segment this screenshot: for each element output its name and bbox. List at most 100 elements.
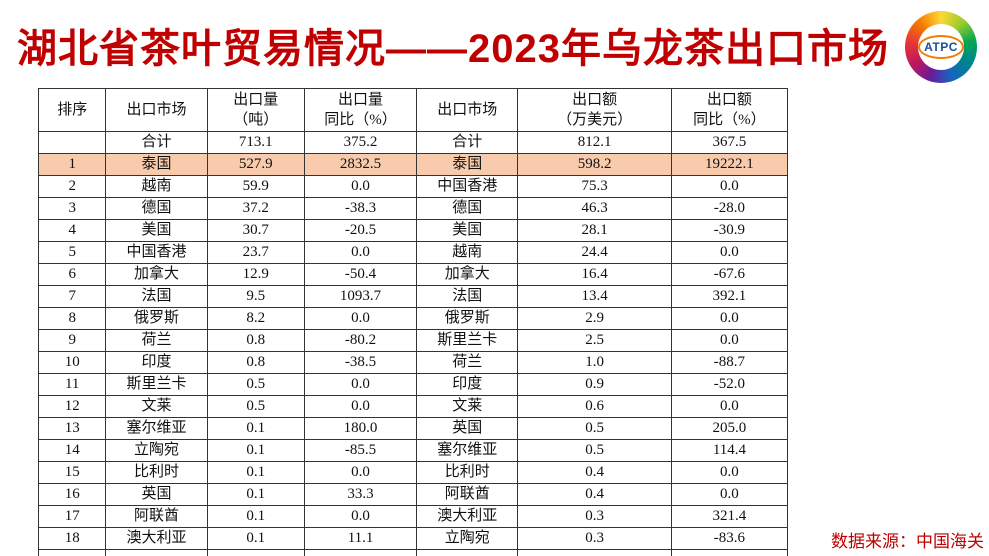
market-volume-cell: 立陶宛: [105, 439, 208, 462]
market-volume-cell: 印度: [105, 351, 208, 374]
market-volume-cell: 阿联酋: [105, 505, 208, 528]
table-row: 13 塞尔维亚 0.1 180.0 英国 0.5 205.0: [37, 417, 789, 440]
rank-cell: 3: [37, 197, 107, 220]
market-volume-cell: 泰国: [105, 153, 208, 176]
market-volume-cell: 德国: [105, 197, 208, 220]
table-row: 7 法国 9.5 1093.7 法国 13.4 392.1: [37, 285, 789, 308]
market-value-cell: 澳大利亚: [416, 505, 519, 528]
table-row: 3 德国 37.2 -38.3 德国 46.3 -28.0: [37, 197, 789, 220]
value-yoy-cell: 392.1: [670, 285, 789, 308]
volume-tons-cell: 0.1: [206, 417, 305, 440]
volume-tons-cell: 0.8: [206, 351, 305, 374]
volume-tons-cell: 37.2: [206, 197, 305, 220]
rank-cell: 14: [37, 439, 107, 462]
volume-tons-cell: 59.9: [206, 175, 305, 198]
header-row: 排序 出口市场 出口量 （吨） 出口量 同比（%） 出口市场 出口额 （万美元）…: [37, 88, 789, 132]
volume-yoy-cell: 33.3: [303, 483, 418, 506]
value-yoy-cell: -67.6: [670, 263, 789, 286]
header-market-volume: 出口市场: [105, 88, 208, 132]
market-value-cell: 美国: [416, 219, 519, 242]
rank-cell: 15: [37, 461, 107, 484]
rank-cell: [37, 549, 107, 556]
volume-yoy-cell: 0.0: [303, 395, 418, 418]
market-volume-cell: 法国: [105, 285, 208, 308]
rank-cell: 6: [37, 263, 107, 286]
value-yoy-cell: -83.6: [670, 527, 789, 550]
volume-yoy-cell: 0.0: [303, 307, 418, 330]
table-row: 15 比利时 0.1 0.0 比利时 0.4 0.0: [37, 461, 789, 484]
value-usd-cell: 598.2: [517, 153, 672, 176]
market-value-cell: 泰国: [416, 153, 519, 176]
value-yoy-cell: 0.0: [670, 483, 789, 506]
rank-cell: 8: [37, 307, 107, 330]
value-usd-cell: 0.5: [517, 439, 672, 462]
market-volume-cell: 荷兰: [105, 329, 208, 352]
market-value-cell: 德国: [416, 197, 519, 220]
value-usd-cell: 0.4: [517, 483, 672, 506]
rank-cell: 12: [37, 395, 107, 418]
header-value-yoy: 出口额 同比（%）: [670, 88, 789, 132]
data-source-note: 数据来源：中国海关: [831, 532, 984, 551]
table-row: 2 越南 59.9 0.0 中国香港 75.3 0.0: [37, 175, 789, 198]
market-volume-cell: 中国香港: [105, 241, 208, 264]
table-row: 14 立陶宛 0.1 -85.5 塞尔维亚 0.5 114.4: [37, 439, 789, 462]
market-volume-cell: [105, 549, 208, 556]
partial-row: [37, 549, 789, 556]
header-market-value: 出口市场: [416, 88, 519, 132]
volume-yoy-cell: -20.5: [303, 219, 418, 242]
volume-yoy-cell: 0.0: [303, 505, 418, 528]
volume-tons-cell: 30.7: [206, 219, 305, 242]
market-volume-cell: 俄罗斯: [105, 307, 208, 330]
rank-cell: 7: [37, 285, 107, 308]
rank-cell: 18: [37, 527, 107, 550]
volume-yoy-cell: 0.0: [303, 175, 418, 198]
market-volume-cell: 塞尔维亚: [105, 417, 208, 440]
volume-yoy-cell: 180.0: [303, 417, 418, 440]
value-yoy-cell: 0.0: [670, 395, 789, 418]
value-usd-cell: [517, 549, 672, 556]
value-usd-cell: 13.4: [517, 285, 672, 308]
rank-cell: 4: [37, 219, 107, 242]
rank-cell: 11: [37, 373, 107, 396]
volume-yoy-cell: 0.0: [303, 241, 418, 264]
market-value-cell: 阿联酋: [416, 483, 519, 506]
value-yoy-cell: 321.4: [670, 505, 789, 528]
market-volume-cell: 越南: [105, 175, 208, 198]
value-usd-cell: 1.0: [517, 351, 672, 374]
volume-yoy-cell: -38.3: [303, 197, 418, 220]
value-usd-cell: 0.3: [517, 505, 672, 528]
table-row: 17 阿联酋 0.1 0.0 澳大利亚 0.3 321.4: [37, 505, 789, 528]
value-yoy-cell: -30.9: [670, 219, 789, 242]
volume-yoy-cell: -80.2: [303, 329, 418, 352]
value-yoy-cell: 205.0: [670, 417, 789, 440]
volume-tons-cell: 8.2: [206, 307, 305, 330]
volume-yoy-cell: -38.5: [303, 351, 418, 374]
volume-tons-cell: 713.1: [206, 131, 305, 154]
volume-yoy-cell: 0.0: [303, 461, 418, 484]
market-value-cell: 法国: [416, 285, 519, 308]
value-usd-cell: 0.6: [517, 395, 672, 418]
volume-tons-cell: 23.7: [206, 241, 305, 264]
value-yoy-cell: [670, 549, 789, 556]
volume-tons-cell: 0.1: [206, 439, 305, 462]
volume-yoy-cell: 375.2: [303, 131, 418, 154]
volume-tons-cell: 0.1: [206, 505, 305, 528]
slide-title: 湖北省茶叶贸易情况——2023年乌龙茶出口市场: [17, 27, 889, 71]
header-volume-yoy: 出口量 同比（%）: [303, 88, 418, 132]
volume-yoy-cell: 1093.7: [303, 285, 418, 308]
market-value-cell: 俄罗斯: [416, 307, 519, 330]
volume-yoy-cell: [303, 549, 418, 556]
volume-yoy-cell: -50.4: [303, 263, 418, 286]
rank-cell: 10: [37, 351, 107, 374]
header-value-usd: 出口额 （万美元）: [517, 88, 672, 132]
value-yoy-cell: 0.0: [670, 461, 789, 484]
value-usd-cell: 0.5: [517, 417, 672, 440]
market-value-cell: 合计: [416, 131, 519, 154]
table-row: 10 印度 0.8 -38.5 荷兰 1.0 -88.7: [37, 351, 789, 374]
volume-tons-cell: [206, 549, 305, 556]
rank-cell: 17: [37, 505, 107, 528]
table-row: 1 泰国 527.9 2832.5 泰国 598.2 19222.1: [37, 153, 789, 176]
market-value-cell: 文莱: [416, 395, 519, 418]
market-volume-cell: 合计: [105, 131, 208, 154]
table-body: 合计 713.1 375.2 合计 812.1 367.5 1 泰国 527.9 2832.5 泰国…: [37, 131, 789, 556]
